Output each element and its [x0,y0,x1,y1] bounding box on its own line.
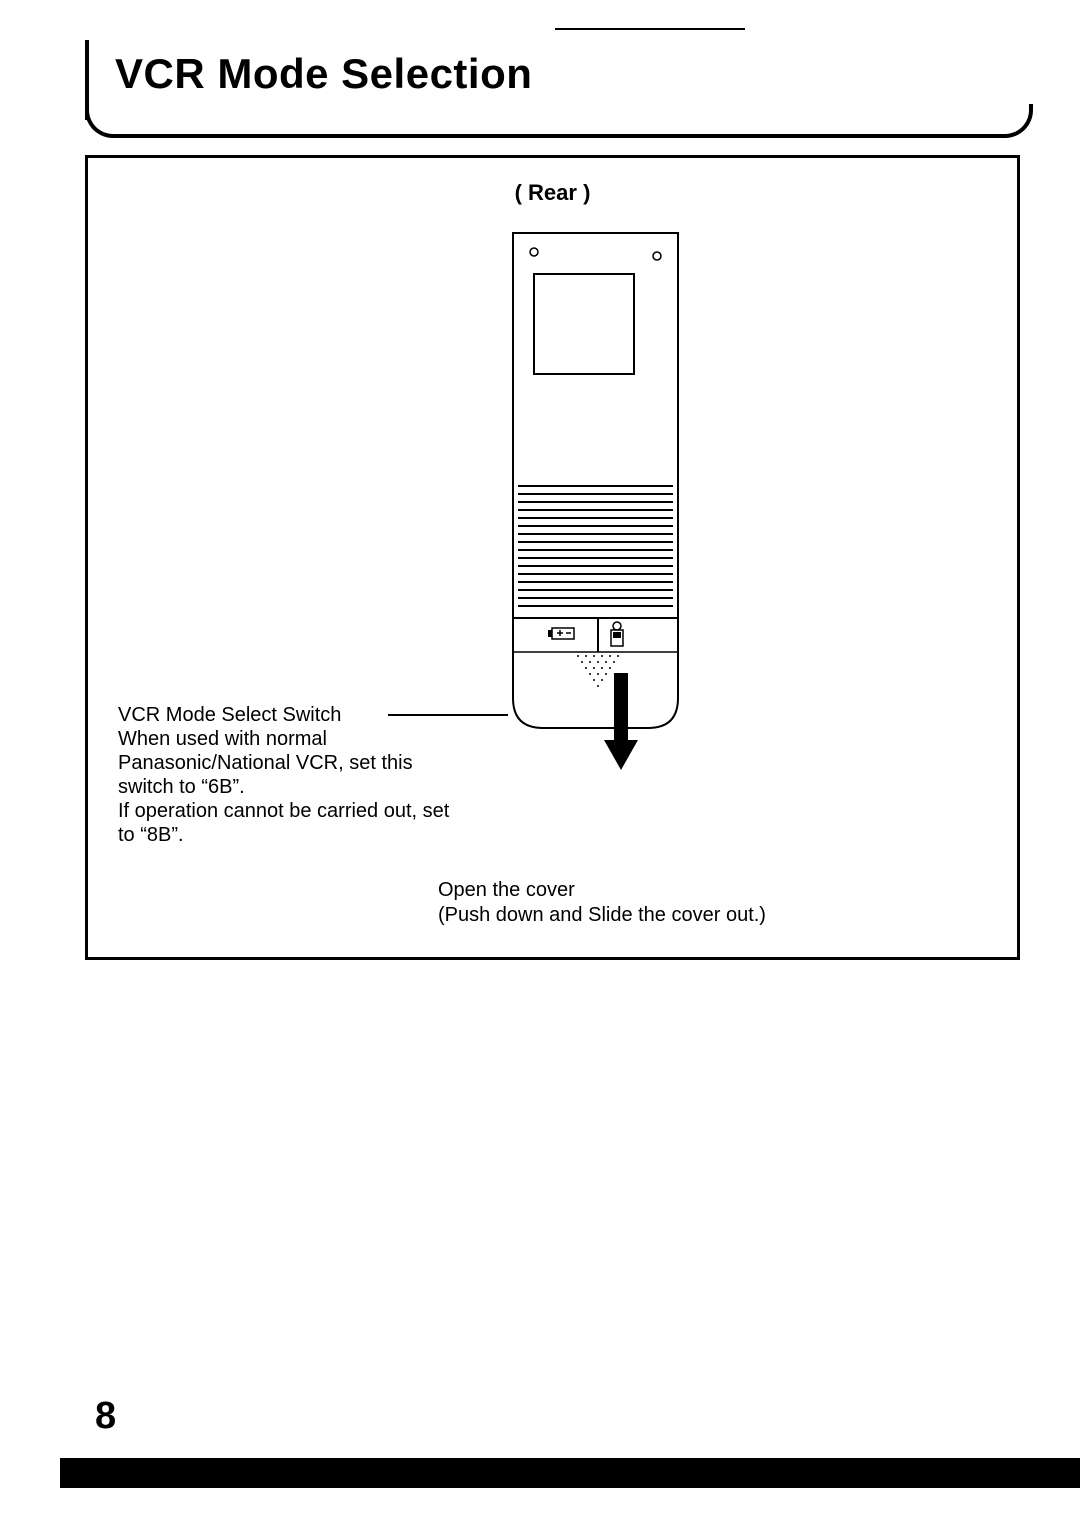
switch-description: VCR Mode Select Switch When used with no… [118,703,453,847]
figure-frame: ( Rear ) [85,155,1020,960]
scan-bottom-bar [60,1458,1080,1488]
title-frame-horizontal [85,104,1033,138]
desc-line: If operation cannot be carried out, set … [118,799,453,847]
page-number: 8 [95,1395,116,1438]
remote-svg [508,228,683,828]
desc-line: VCR Mode Select Switch [118,703,453,727]
open-cover-caption: Open the cover (Push down and Slide the … [438,878,766,928]
page: VCR Mode Selection ( Rear ) [0,0,1080,1526]
open-caption-line: Open the cover [438,878,766,903]
top-rule [555,28,745,30]
desc-line: Panasonic/National VCR, set this switch … [118,751,453,799]
title-box: VCR Mode Selection [85,40,1025,130]
rear-label: ( Rear ) [88,180,1017,206]
desc-line: When used with normal [118,727,453,751]
page-title: VCR Mode Selection [115,50,532,98]
open-caption-line: (Push down and Slide the cover out.) [438,903,766,928]
remote-diagram [508,228,683,828]
remote-body [513,233,678,728]
